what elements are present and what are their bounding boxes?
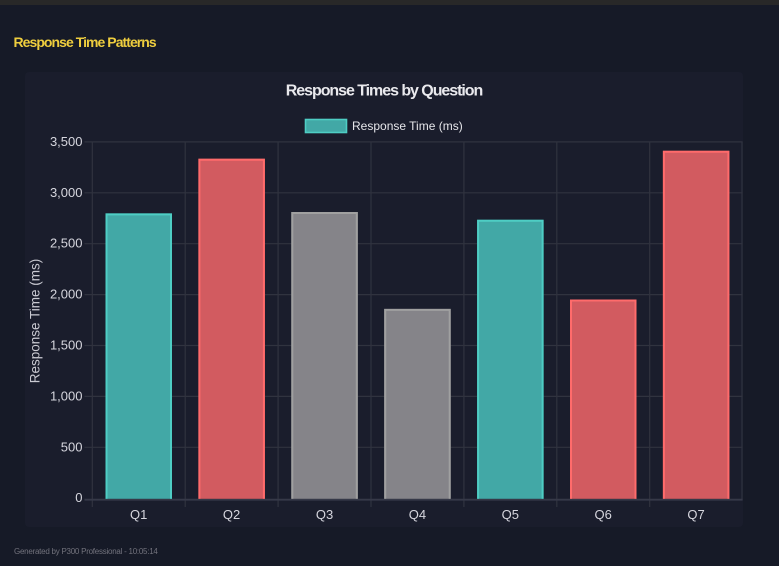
svg-text:Response Time (ms): Response Time (ms) bbox=[28, 259, 43, 384]
svg-text:3,000: 3,000 bbox=[50, 185, 83, 200]
svg-text:Q2: Q2 bbox=[223, 507, 240, 522]
svg-text:500: 500 bbox=[61, 439, 83, 454]
svg-text:1,500: 1,500 bbox=[50, 338, 83, 353]
svg-text:Q1: Q1 bbox=[130, 507, 147, 522]
svg-text:0: 0 bbox=[75, 490, 82, 505]
svg-text:Q3: Q3 bbox=[316, 507, 333, 522]
svg-text:2,500: 2,500 bbox=[50, 236, 83, 251]
svg-text:3,500: 3,500 bbox=[50, 134, 83, 149]
svg-text:Q5: Q5 bbox=[502, 507, 519, 522]
svg-text:Q4: Q4 bbox=[409, 507, 426, 522]
svg-text:Response Times by Question: Response Times by Question bbox=[286, 83, 483, 100]
svg-text:Q7: Q7 bbox=[687, 507, 704, 522]
svg-text:2,000: 2,000 bbox=[50, 287, 83, 302]
svg-text:1,000: 1,000 bbox=[50, 388, 83, 403]
svg-text:Q6: Q6 bbox=[595, 507, 612, 522]
svg-text:Response Time (ms): Response Time (ms) bbox=[352, 119, 463, 133]
